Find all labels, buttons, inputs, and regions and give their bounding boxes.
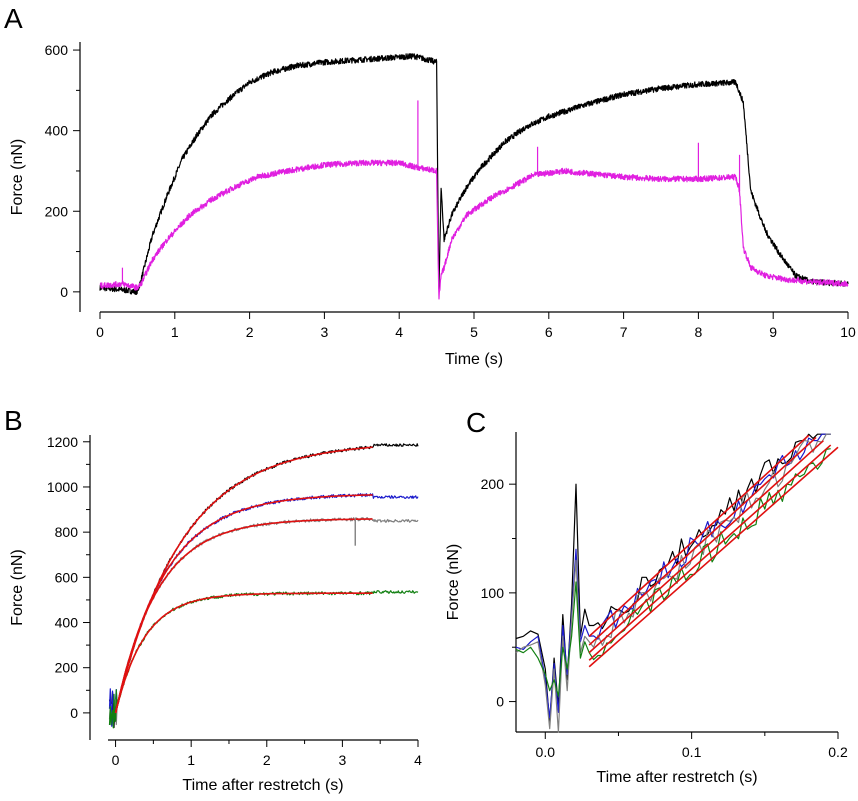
series-line-blue [108, 493, 419, 727]
x-tick-label: 0 [96, 324, 104, 340]
y-tick-label: 1000 [47, 479, 78, 495]
fit-line-black [114, 446, 373, 714]
y-tick-label: 600 [55, 569, 79, 585]
x-tick-label: 7 [620, 324, 628, 340]
fit-line-0 [588, 434, 810, 637]
x-tick-label: 0.2 [828, 744, 848, 760]
y-tick-label: 400 [45, 123, 69, 139]
axes-B: 0 1 2 3 4 0 200 400 600 800 1000 1200 Time after res… [4, 405, 422, 794]
x-tick-label: 6 [545, 324, 553, 340]
y-tick-label: 200 [45, 203, 69, 219]
x-axis-label: Time after restretch (s) [596, 769, 757, 786]
y-tick-label: 200 [55, 660, 79, 676]
x-tick-label: 0 [112, 752, 120, 768]
x-tick-label: 3 [338, 752, 346, 768]
series-line-magenta-trace [99, 159, 849, 300]
y-tick-label: 400 [55, 615, 79, 631]
x-tick-label: 1 [171, 324, 179, 340]
x-tick-label: 2 [246, 324, 254, 340]
x-tick-label: 5 [470, 324, 478, 340]
y-axis-label: Force (nN) [9, 139, 26, 215]
axes-A: 0 1 2 3 4 5 6 7 8 9 10 0 200 400 600 Time (s) Force (nN)… [4, 3, 856, 368]
fit-line-3 [588, 444, 832, 661]
x-tick-label: 4 [414, 752, 422, 768]
x-tick-label: 2 [263, 752, 271, 768]
fit-line-1 [588, 436, 817, 646]
x-tick-label: 10 [840, 324, 856, 340]
series-line-gray [108, 517, 419, 726]
series-line-black-trace [99, 52, 849, 295]
fit-line-gray [114, 518, 373, 714]
y-tick-label: 0 [496, 694, 504, 710]
y-tick-label: 0 [60, 284, 68, 300]
fit-line-blue [114, 494, 373, 714]
x-tick-label: 9 [769, 324, 777, 340]
x-tick-label: 3 [321, 324, 329, 340]
x-tick-label: 8 [695, 324, 703, 340]
fit-line-green [114, 592, 373, 714]
y-tick-label: 1200 [47, 434, 78, 450]
y-tick-label: 0 [70, 705, 78, 721]
y-tick-label: 100 [481, 585, 505, 601]
x-tick-label: 0.0 [536, 744, 556, 760]
series-line-green [108, 590, 419, 729]
series-line-gray [515, 433, 831, 733]
fit-line-4 [588, 446, 839, 668]
x-tick-label: 4 [395, 324, 403, 340]
x-axis-label: Time (s) [445, 351, 503, 368]
y-tick-label: 200 [481, 476, 505, 492]
x-tick-label: 0.1 [682, 744, 702, 760]
panel-label: C [466, 407, 486, 438]
panel-label: A [4, 3, 23, 34]
x-tick-label: 1 [187, 752, 195, 768]
y-tick-label: 600 [45, 42, 69, 58]
axes-C: 0.0 0.1 0.2 0 100 200 Time after restretch (s)… [445, 407, 848, 786]
x-axis-label: Time after restretch (s) [182, 777, 343, 794]
y-axis-label: Force (nN) [445, 544, 462, 620]
panel-label: B [4, 405, 23, 436]
y-tick-label: 800 [55, 524, 79, 540]
fit-line-2 [588, 440, 824, 654]
y-axis-label: Force (nN) [9, 549, 26, 625]
series-line-black [108, 443, 419, 729]
series-line-green [515, 448, 831, 697]
